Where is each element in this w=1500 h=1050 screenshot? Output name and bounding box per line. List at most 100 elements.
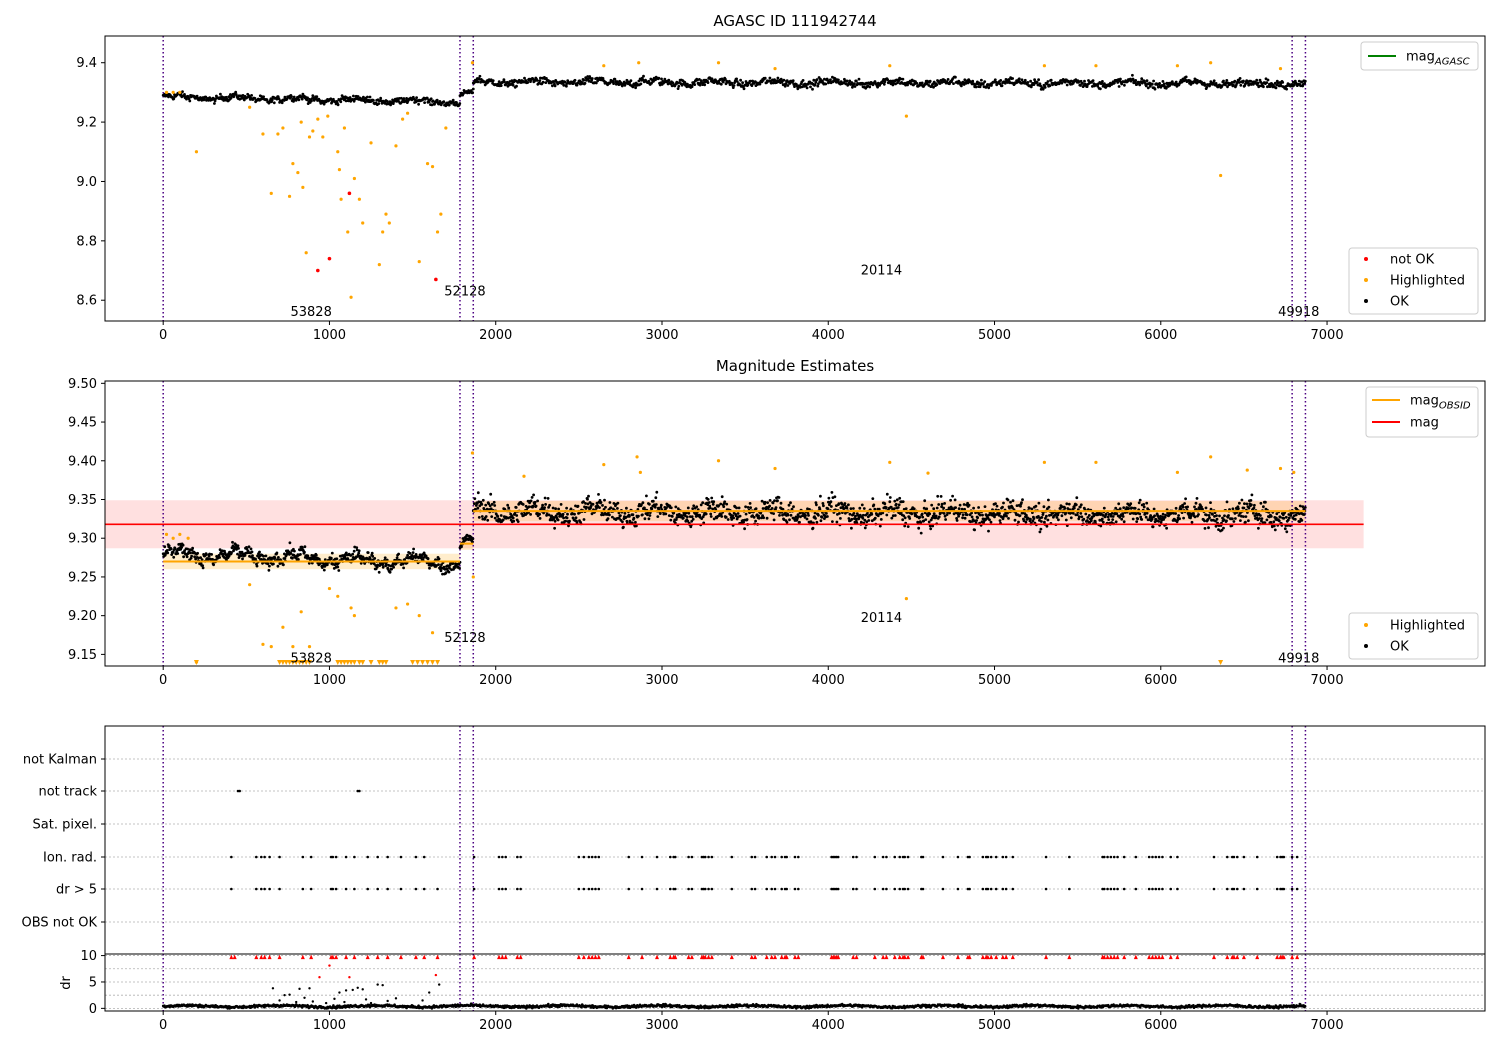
p2-ok-point-1986 (1151, 525, 1155, 529)
p1-ok-point-1017 (837, 78, 840, 82)
p2-ok-point-92 (207, 554, 211, 558)
p2-ok-point-896 (608, 513, 611, 517)
p1-ok-point-1332 (1046, 80, 1050, 83)
p2-ok-point-741 (530, 496, 534, 499)
p1-ok-point-197 (292, 95, 296, 99)
p2-highlight-point-16 (394, 606, 398, 610)
p3-flag-point-124 (301, 887, 305, 891)
p2-xtick-label-2000: 2000 (479, 673, 512, 688)
p3-flag-point-31 (587, 855, 591, 859)
p1-obsid-label-1: 52128 (444, 284, 485, 299)
p2-ok-point-2114 (1215, 517, 1219, 521)
p3-flag-point-49 (750, 855, 754, 859)
p2-ok-point-502 (412, 547, 415, 551)
p2-ok-point-2172 (1244, 515, 1248, 518)
p1-ok-point-663 (601, 77, 605, 80)
p2-ok-point-694 (507, 506, 511, 510)
p2-ok-point-1333 (826, 515, 829, 518)
p2-highlight-point-22 (522, 474, 526, 478)
p2-ok-point-812 (566, 512, 569, 516)
p1-ok-point-1111 (899, 77, 903, 81)
p3-flag-point-10 (301, 855, 305, 859)
p1-xtick-label-1000: 1000 (313, 328, 346, 343)
p2-ok-point-1911 (1114, 506, 1118, 510)
p1-ok-point-987 (817, 82, 820, 86)
p1-xtick-label-5000: 5000 (978, 328, 1011, 343)
p2-highlight-point-36 (1278, 466, 1283, 471)
p2-ok-point-1359 (839, 517, 842, 520)
p2-ok-point-1628 (973, 528, 976, 532)
p3-flag-point-66 (873, 855, 877, 859)
p2-ok-point-388 (355, 546, 359, 549)
p3-flag-point-112 (1275, 855, 1279, 859)
p3-flag-point-149 (597, 887, 601, 891)
p2-ok-point-1105 (712, 500, 716, 504)
p1-ok-point-1663 (1266, 78, 1270, 82)
p1-ok-point-179 (280, 101, 284, 105)
p1-ok-point-816 (703, 83, 707, 87)
p2-ok-point-1212 (765, 516, 769, 520)
p1-ok-point-1675 (1274, 86, 1278, 90)
p1-ok-point-1691 (1285, 87, 1288, 91)
p3-flag-point-232 (1295, 887, 1299, 891)
p2-ok-point-1451 (884, 506, 888, 510)
p3-flag-point-144 (577, 887, 581, 891)
p3-flag-point-213 (1147, 887, 1151, 891)
p2-ok-point-2134 (1225, 500, 1229, 504)
p2-ok-point-1738 (1028, 506, 1031, 510)
p1-highlight-point-33 (406, 111, 410, 115)
p2-ok-point-829 (574, 516, 578, 520)
p1-notok-point-3 (434, 277, 438, 282)
p2-ok-point-1352 (835, 520, 839, 524)
p1-highlight-point-40 (904, 114, 908, 118)
p1-ok-point-982 (813, 83, 817, 87)
p2-ok-point-1597 (957, 507, 961, 510)
p2-ok-point-1065 (692, 504, 696, 508)
p2-ok-point-1380 (849, 507, 853, 510)
p2-ok-point-913 (616, 501, 620, 505)
p3-flag-point-181 (873, 887, 877, 891)
p3-flag-point-87 (1011, 855, 1015, 859)
p3-flag-point-212 (1134, 887, 1138, 891)
p3-flag-point-131 (366, 887, 369, 891)
p3-flag-point-97 (1134, 855, 1138, 859)
p1-ok-point-223 (310, 99, 313, 103)
p2-ok-point-1776 (1047, 498, 1050, 502)
p1-ok-point-1381 (1079, 84, 1082, 87)
p2-ok-point-648 (484, 503, 488, 507)
p2-ok-point-16 (169, 547, 173, 551)
magnitude-estimates-title: Magnitude Estimates (716, 357, 874, 375)
p2-ok-point-1803 (1060, 514, 1064, 518)
p1-frame (104, 35, 1486, 322)
p2-ok-point-1763 (1040, 516, 1044, 519)
p2-ok-point-1125 (722, 505, 726, 508)
p3-flag-point-56 (785, 855, 788, 859)
p3-flag-point-226 (1255, 887, 1259, 891)
p1-ok-point-756 (663, 77, 667, 81)
p2-ok-point-1227 (773, 499, 776, 502)
p2-ok-point-1398 (858, 506, 862, 510)
p1-ok-point-1289 (1017, 77, 1021, 81)
p2-ok-point-1757 (1037, 501, 1041, 505)
p3-flag-point-199 (994, 887, 998, 891)
p2-ok-point-1226 (772, 518, 776, 522)
p2-ok-point-1649 (983, 505, 987, 508)
p2-ok-point-1439 (878, 524, 882, 528)
p1-highlight-point-23 (352, 176, 356, 181)
p2-highlight-point-31 (1042, 460, 1046, 464)
p2-ok-point-1772 (1045, 514, 1048, 518)
p2-ok-point-709 (514, 506, 518, 509)
p1-ok-point-167 (272, 101, 276, 105)
p2-ok-point-440 (381, 563, 385, 567)
p1-ok-point-1473 (1140, 77, 1144, 81)
p3-flag-point-19 (386, 855, 389, 859)
p2-ok-point-424 (373, 557, 377, 560)
p2-ok-point-833 (576, 504, 580, 508)
p2-ok-point-1851 (1084, 512, 1088, 516)
p1-ok-point-708 (631, 85, 635, 89)
p2-highlight-point-6 (261, 642, 265, 646)
p1-ok-point-1685 (1281, 81, 1285, 84)
p2-ok-point-59 (191, 546, 195, 550)
p2-ok-point-2047 (1182, 516, 1185, 520)
p3-flag-point-139 (497, 887, 501, 891)
